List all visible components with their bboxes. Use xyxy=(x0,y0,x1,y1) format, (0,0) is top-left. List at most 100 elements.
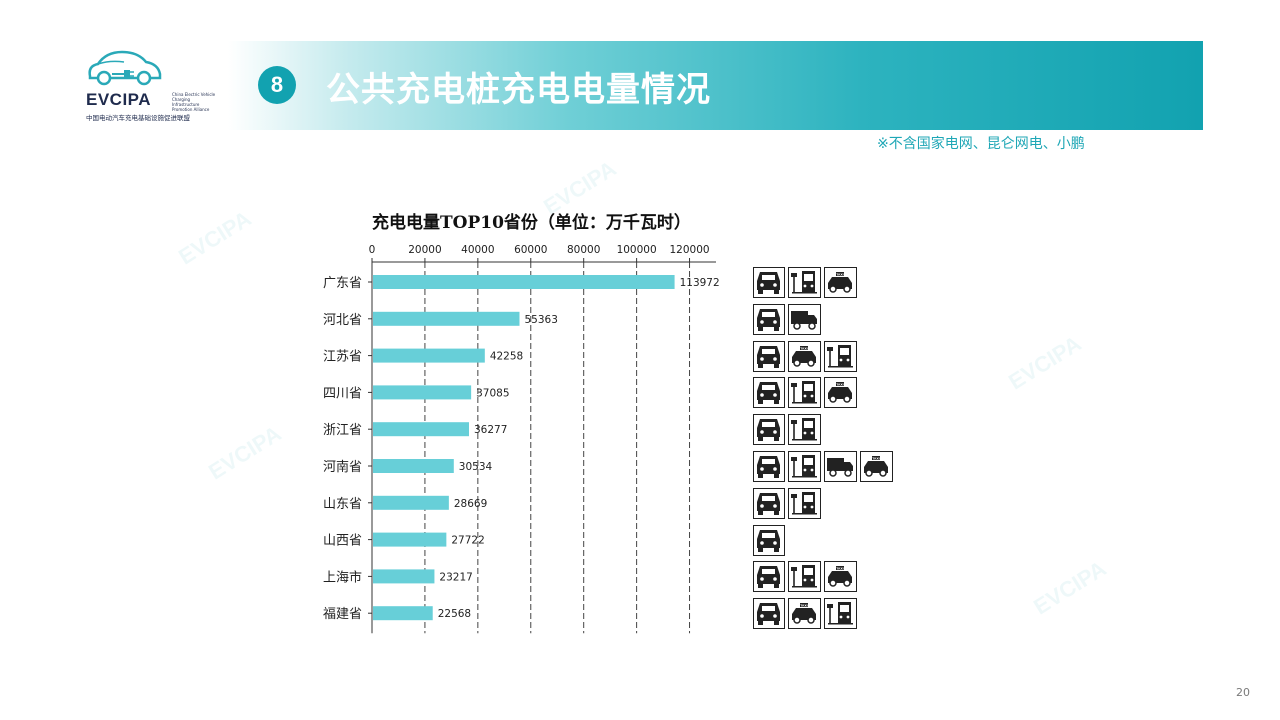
bar xyxy=(373,495,449,510)
car-plug-logo-icon xyxy=(88,50,162,86)
title-banner xyxy=(228,41,1203,130)
bus-icon-glyph xyxy=(827,344,853,368)
private-car-icon-glyph xyxy=(757,529,780,552)
truck-icon-glyph xyxy=(791,310,817,330)
private-car-icon xyxy=(753,487,785,519)
bar xyxy=(373,459,454,473)
svg-text:TAXI: TAXI xyxy=(872,456,880,460)
private-car-icon xyxy=(753,598,785,630)
bus-icon xyxy=(788,487,821,519)
svg-text:TAXI: TAXI xyxy=(836,272,844,276)
svg-text:TAXI: TAXI xyxy=(836,567,844,571)
data-label: 36277 xyxy=(474,424,507,436)
bus-icon xyxy=(788,414,821,446)
taxi-icon: TAXI xyxy=(860,451,893,482)
private-car-icon-glyph xyxy=(757,566,780,589)
x-tick-label: 80000 xyxy=(567,244,600,256)
category-label: 山东省 xyxy=(323,497,362,512)
private-car-icon xyxy=(753,303,785,335)
data-label: 22568 xyxy=(438,608,471,620)
taxi-icon-glyph: TAXI xyxy=(828,382,852,404)
taxi-icon-glyph: TAXI xyxy=(864,456,888,477)
taxi-icon-glyph: TAXI xyxy=(828,272,852,293)
category-label: 江苏省 xyxy=(323,349,362,365)
logo-name: EVCIPA xyxy=(86,90,152,109)
private-car-icon-glyph xyxy=(757,308,780,331)
private-car-icon-glyph xyxy=(757,603,780,626)
evcipa-logo: EVCIPA China Electric Vehicle Charging I… xyxy=(84,46,216,126)
page-number: 20 xyxy=(1236,686,1250,699)
data-label: 42258 xyxy=(490,351,523,363)
svg-text:TAXI: TAXI xyxy=(800,603,808,607)
category-label: 河北省 xyxy=(323,313,362,328)
bar xyxy=(373,311,520,326)
bus-icon xyxy=(788,451,821,482)
x-tick-label: 20000 xyxy=(408,244,441,256)
bus-icon xyxy=(788,267,821,298)
private-car-icon-glyph xyxy=(757,345,780,368)
category-label: 浙江省 xyxy=(323,423,362,438)
category-label: 四川省 xyxy=(323,386,362,401)
truck-icon xyxy=(824,451,857,482)
data-label: 37085 xyxy=(476,387,509,399)
footnote: ※不含国家电网、昆仑网电、小鹏 xyxy=(877,136,1085,152)
truck-icon-glyph xyxy=(827,458,853,477)
private-car-icon xyxy=(753,561,785,593)
private-car-icon xyxy=(753,340,785,372)
x-tick-label: 0 xyxy=(369,244,376,256)
taxi-icon: TAXI xyxy=(824,561,857,593)
bus-icon-glyph xyxy=(791,455,817,478)
bus-icon-glyph xyxy=(827,602,853,625)
logo-chinese-name: 中国电动汽车充电基础设施促进联盟 xyxy=(86,114,190,122)
category-label: 广东省 xyxy=(323,276,362,291)
data-label: 113972 xyxy=(680,277,720,289)
private-car-icon xyxy=(753,267,785,298)
private-car-icon-glyph xyxy=(757,272,780,294)
bus-icon xyxy=(788,561,821,593)
private-car-icon-glyph xyxy=(757,456,780,478)
data-label: 30534 xyxy=(459,461,493,473)
svg-text:TAXI: TAXI xyxy=(836,383,844,387)
taxi-icon: TAXI xyxy=(788,598,821,630)
x-tick-label: 40000 xyxy=(461,244,494,256)
taxi-icon: TAXI xyxy=(824,267,857,298)
taxi-icon-glyph: TAXI xyxy=(792,345,816,367)
bus-icon-glyph xyxy=(791,381,817,404)
bus-icon xyxy=(788,377,821,409)
bar xyxy=(373,606,433,621)
bus-icon-glyph xyxy=(791,491,817,515)
bus-icon xyxy=(824,340,857,372)
bar xyxy=(373,532,447,547)
taxi-icon-glyph: TAXI xyxy=(792,603,816,624)
private-car-icon xyxy=(753,414,785,446)
bus-icon-glyph xyxy=(791,565,817,588)
bar xyxy=(373,348,485,363)
bar xyxy=(373,422,469,437)
section-number-badge: 8 xyxy=(258,66,296,104)
data-label: 27722 xyxy=(451,535,484,547)
category-label: 福建省 xyxy=(323,607,362,622)
private-car-icon xyxy=(753,377,785,409)
category-label: 河南省 xyxy=(323,459,362,475)
private-car-icon-glyph xyxy=(757,382,780,405)
svg-text:TAXI: TAXI xyxy=(800,346,808,350)
taxi-icon: TAXI xyxy=(824,377,857,409)
bus-icon xyxy=(824,598,857,630)
private-car-icon xyxy=(753,451,785,482)
private-car-icon-glyph xyxy=(757,419,780,442)
category-label: 上海市 xyxy=(323,569,362,585)
taxi-icon: TAXI xyxy=(788,340,821,372)
x-tick-label: 60000 xyxy=(514,244,547,256)
private-car-icon-glyph xyxy=(757,492,780,515)
category-label: 山西省 xyxy=(323,534,362,549)
data-label: 55363 xyxy=(524,314,557,326)
logo-english-name: China Electric Vehicle Charging Infrastr… xyxy=(172,92,216,112)
bus-icon-glyph xyxy=(791,418,817,441)
bar xyxy=(373,385,472,400)
truck-icon xyxy=(788,303,821,335)
bus-icon-glyph xyxy=(791,271,817,294)
bar xyxy=(373,569,435,584)
chart-title: 充电电量TOP10省份（单位：万千瓦时） xyxy=(372,213,691,233)
data-label: 28669 xyxy=(454,498,487,510)
page-title: 公共充电桩充电电量情况 xyxy=(326,70,711,110)
